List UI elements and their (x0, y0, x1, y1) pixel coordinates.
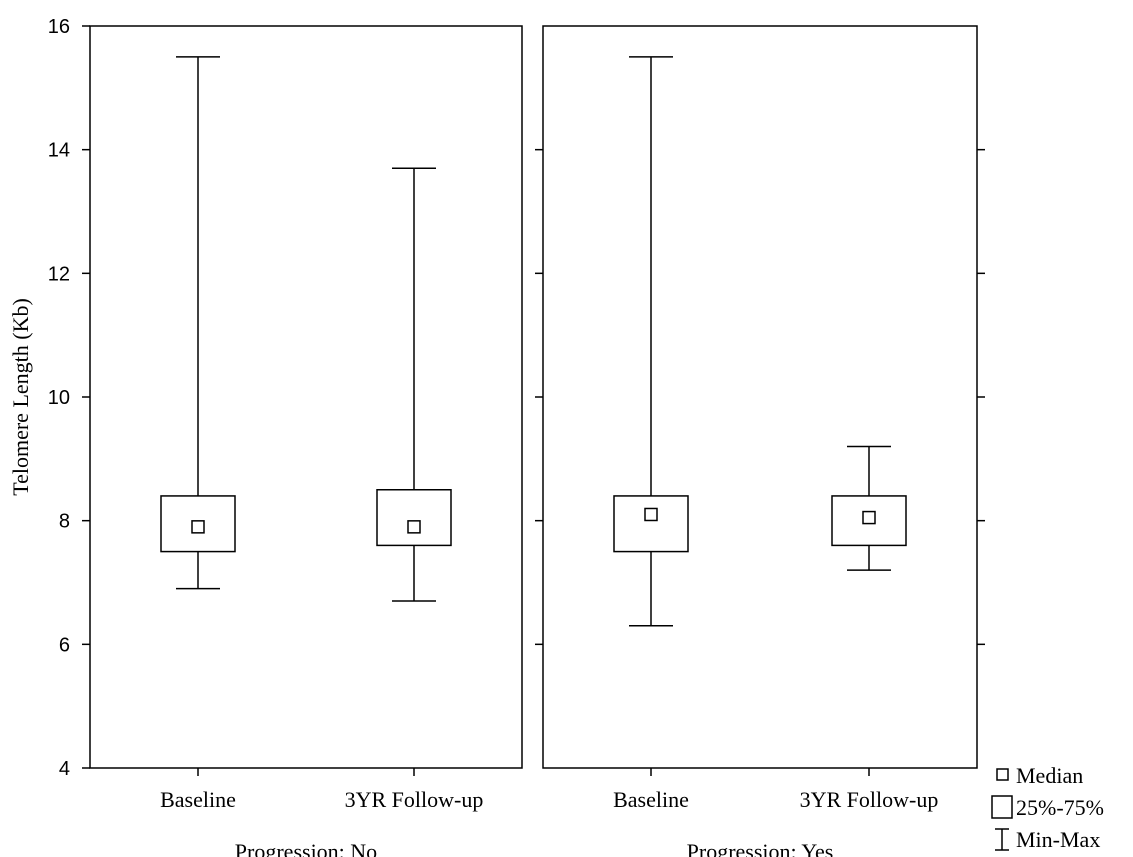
median-marker (644, 507, 658, 522)
x-tick-label: 3YR Follow-up (800, 787, 939, 812)
y-axis-label: Telomere Length (Kb) (8, 298, 33, 496)
legend-iqr-icon (991, 795, 1013, 819)
x-tick-label: Baseline (613, 787, 689, 812)
panel-label: Progression: No (235, 839, 377, 857)
legend-median-label: Median (1016, 763, 1083, 788)
median-marker (862, 510, 876, 525)
y-tick-label: 4 (59, 758, 70, 780)
panel-frame (542, 25, 978, 769)
x-tick-label: 3YR Follow-up (345, 787, 484, 812)
iqr-box (376, 489, 452, 547)
panel-frame (89, 25, 523, 769)
legend: Median 25%-75% Min-Max (991, 763, 1104, 852)
legend-iqr-label: 25%-75% (1016, 795, 1104, 820)
y-axis: 4 6 8 10 12 14 16 (48, 16, 70, 780)
x-tick-label: Baseline (160, 787, 236, 812)
y-tick-label: 8 (59, 511, 70, 533)
panel-1: Baseline 3YR Follow-up Progression: No (82, 25, 523, 857)
box-2-2: 3YR Follow-up (800, 445, 939, 812)
box-1-2: 3YR Follow-up (345, 167, 484, 812)
median-marker (191, 520, 205, 534)
y-tick-label: 12 (48, 263, 70, 285)
panel-label: Progression: Yes (687, 839, 834, 857)
legend-median-icon (996, 768, 1009, 781)
y-tick-label: 6 (59, 634, 70, 656)
legend-minmax-label: Min-Max (1016, 827, 1100, 852)
y-tick-label: 16 (48, 16, 70, 38)
y-tick-label: 10 (48, 387, 70, 409)
y-tick-label: 14 (48, 140, 70, 162)
panel-2: Baseline 3YR Follow-up Progression: Yes (535, 25, 985, 857)
box-1-1: Baseline (160, 56, 236, 812)
box-2-1: Baseline (613, 56, 689, 812)
median-marker (407, 520, 421, 534)
iqr-box (613, 495, 689, 553)
